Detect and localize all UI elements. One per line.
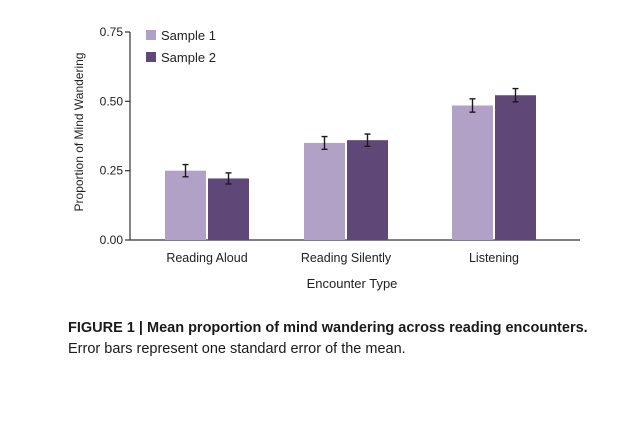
legend-swatch xyxy=(146,52,156,62)
legend-swatch xyxy=(146,30,156,40)
x-tick-label: Reading Aloud xyxy=(166,251,247,265)
chart-axes: 0.00 0.25 0.50 0.75 Reading Aloud Reading Sil… xyxy=(100,25,580,265)
y-axis-label: Proportion of Mind Wandering xyxy=(72,53,86,212)
caption-bold: FIGURE 1 | Mean proportion of mind wande… xyxy=(68,320,588,336)
chart-legend: Sample 1 Sample 2 xyxy=(146,28,216,65)
y-tick-label: 0.50 xyxy=(100,94,124,108)
chart-bars xyxy=(165,95,536,241)
caption-text: Error bars represent one standard error … xyxy=(68,341,406,357)
bar-chart: 0.00 0.25 0.50 0.75 Reading Aloud Reading Sil… xyxy=(72,25,580,291)
bar xyxy=(208,178,249,240)
legend-label: Sample 1 xyxy=(161,28,216,43)
bar xyxy=(495,95,536,241)
y-tick-label: 0.00 xyxy=(100,233,124,247)
y-tick-label: 0.75 xyxy=(100,25,124,39)
legend-label: Sample 2 xyxy=(161,50,216,65)
bar xyxy=(304,142,345,240)
bar xyxy=(347,140,388,240)
chart-error-bars xyxy=(182,87,519,185)
bar xyxy=(165,170,206,240)
figure-caption: FIGURE 1 | Mean proportion of mind wande… xyxy=(68,318,588,360)
y-tick-label: 0.25 xyxy=(100,164,124,178)
x-tick-label: Reading Silently xyxy=(301,251,392,265)
bar xyxy=(452,105,493,240)
x-axis-label: Encounter Type xyxy=(307,276,398,291)
x-tick-label: Listening xyxy=(469,251,519,265)
